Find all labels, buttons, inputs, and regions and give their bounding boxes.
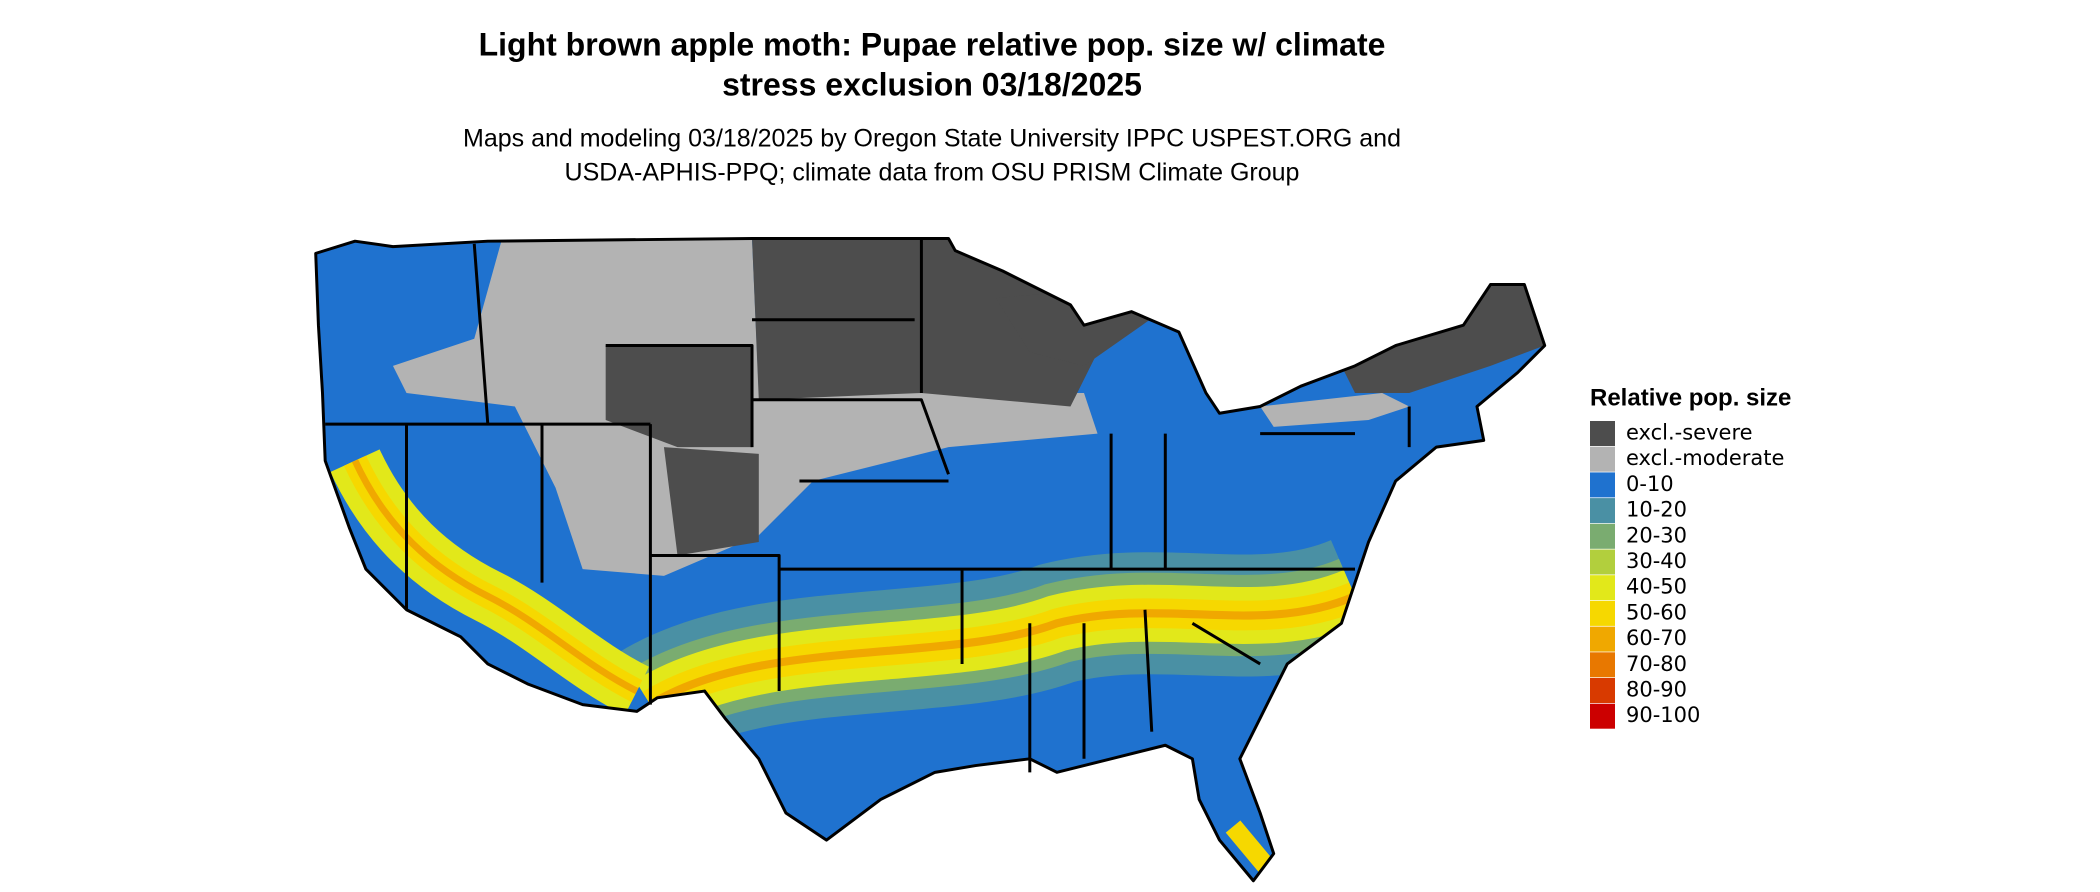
state-border <box>325 238 1411 773</box>
legend-label: 90-100 <box>1626 703 1700 727</box>
legend-swatch <box>1590 626 1615 652</box>
map-region <box>1225 820 1275 874</box>
legend-swatch <box>1590 678 1615 703</box>
legend-label: 20-30 <box>1626 523 1687 547</box>
legend-label: 0-10 <box>1626 472 1674 496</box>
legend-label: 60-70 <box>1626 626 1687 650</box>
legend-label: 30-40 <box>1626 549 1687 573</box>
subtitle-line-1: Maps and modeling 03/18/2025 by Oregon S… <box>463 125 1401 153</box>
title-line-1: Light brown apple moth: Pupae relative p… <box>479 26 1386 62</box>
legend-label: excl.-severe <box>1626 421 1753 445</box>
title-line-2: stress exclusion 03/18/2025 <box>722 66 1142 102</box>
legend: excl.-severeexcl.-moderate0-1010-2020-30… <box>1590 421 1784 729</box>
legend-label: 80-90 <box>1626 678 1687 702</box>
map-region <box>605 345 753 448</box>
country-border <box>314 236 1547 883</box>
legend-label: 40-50 <box>1626 575 1687 599</box>
map-region <box>1260 392 1410 427</box>
map-region <box>1341 284 1545 393</box>
legend-label: 50-60 <box>1626 600 1687 624</box>
legend-label: 10-20 <box>1626 498 1687 522</box>
legend-swatch <box>1590 652 1615 678</box>
legend-swatch <box>1590 472 1615 498</box>
legend-swatch <box>1590 446 1615 472</box>
map-region <box>752 238 1098 407</box>
legend-swatch <box>1590 575 1615 601</box>
map-region <box>648 592 1357 709</box>
legend-label: excl.-moderate <box>1626 446 1784 470</box>
subtitle-line-2: USDA-APHIS-PPQ; climate data from OSU PR… <box>565 159 1300 187</box>
legend-label: 70-80 <box>1626 652 1687 676</box>
legend-swatch <box>1590 421 1615 446</box>
legend-swatch <box>1590 523 1615 549</box>
legend-swatch <box>1590 703 1615 729</box>
legend-swatch <box>1590 549 1615 575</box>
legend-title: Relative pop. size <box>1590 384 1791 411</box>
map-region <box>663 447 759 556</box>
legend-swatch <box>1590 600 1615 626</box>
map-region <box>351 459 639 695</box>
legend-swatch <box>1590 498 1615 524</box>
